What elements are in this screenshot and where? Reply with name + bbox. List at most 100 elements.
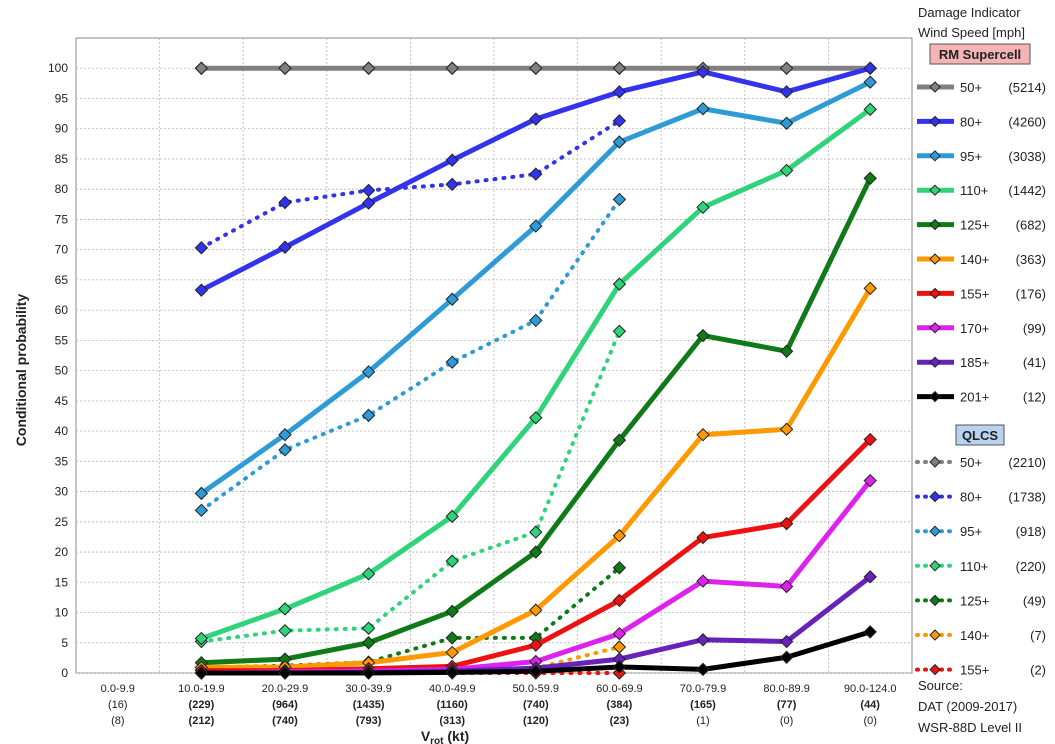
legend-swatch-marker	[929, 629, 941, 641]
y-tick-label-18: 90	[55, 122, 69, 136]
data-point-1	[194, 61, 209, 75]
data-point-7	[696, 200, 710, 215]
legend-item-count: (363)	[1016, 252, 1046, 267]
plot-series	[194, 61, 877, 680]
legend-item-name: 95+	[960, 524, 982, 539]
legend-swatch-marker	[929, 356, 941, 368]
legend-group-qlcs-box	[955, 424, 1005, 446]
series-supercell-80plus	[194, 61, 877, 297]
legend-swatch-marker	[929, 184, 941, 196]
data-point-9	[863, 75, 877, 89]
y-tick-label-0: 0	[61, 666, 68, 680]
y-tick-label-11: 55	[55, 333, 69, 347]
legend-item-qlcs-125plus: 125+ (49)	[915, 593, 1046, 608]
y-tick-label-14: 70	[55, 243, 69, 257]
legend-item-name: 50+	[960, 455, 982, 470]
qlcs-count-2: (740)	[272, 715, 298, 727]
y-tick-label-17: 85	[55, 152, 69, 166]
y-tick-label-4: 20	[55, 545, 69, 559]
data-point-8	[779, 516, 794, 531]
x-tick-label-4: 40.0-49.9	[429, 683, 475, 695]
data-point-2	[278, 195, 292, 210]
y-tick-label-6: 30	[55, 485, 69, 499]
legend-items: 50+ (5214) 80+ (4260) 95+ (3038) 110+ (1442) 125…	[915, 80, 1046, 678]
data-point-5	[529, 167, 543, 181]
legend-swatch-marker	[929, 560, 941, 572]
data-point-6	[612, 561, 627, 575]
legend-item-count: (41)	[1023, 355, 1046, 370]
supercell-count-7: (165)	[690, 699, 716, 711]
legend-item-supercell-170plus: 170+ (99)	[917, 321, 1046, 336]
data-point-3	[361, 365, 376, 379]
data-point-4	[445, 631, 459, 645]
data-point-6	[612, 85, 627, 99]
data-point-6	[612, 660, 627, 674]
data-point-9	[863, 432, 877, 447]
qlcs-count-6: (23)	[610, 715, 630, 727]
y-tick-label-8: 40	[55, 424, 69, 438]
data-point-9	[863, 171, 877, 186]
legend-item-name: 155+	[960, 286, 989, 301]
data-point-2	[278, 623, 292, 638]
legend-header-line1: Damage Indicator	[918, 5, 1021, 20]
data-point-9	[863, 473, 877, 488]
x-tick-label-8: 80.0-89.9	[763, 683, 809, 695]
data-point-4	[445, 355, 459, 369]
legend-swatch-marker	[929, 218, 941, 231]
data-point-4	[445, 645, 459, 660]
supercell-count-0: (16)	[108, 699, 128, 711]
series-supercell-50plus	[194, 61, 877, 75]
legend-item-count: (1442)	[1008, 183, 1046, 198]
legend-item-supercell-155plus: 155+ (176)	[917, 286, 1046, 301]
source-line1: Source:	[918, 678, 963, 693]
supercell-count-9: (44)	[860, 699, 880, 711]
supercell-count-5: (740)	[523, 699, 549, 711]
qlcs-count-1: (212)	[189, 715, 215, 727]
supercell-count-3: (1435)	[353, 699, 385, 711]
legend-swatch-marker	[929, 594, 941, 607]
legend-swatch-marker	[929, 150, 941, 162]
legend-item-name: 155+	[960, 663, 989, 678]
legend-item-name: 125+	[960, 593, 989, 608]
data-point-7	[696, 428, 710, 442]
data-point-3	[361, 567, 376, 581]
data-point-4	[445, 665, 459, 680]
data-point-8	[779, 634, 794, 649]
legend-item-count: (176)	[1016, 286, 1046, 301]
data-point-5	[529, 545, 543, 559]
data-point-7	[696, 65, 710, 79]
y-tick-label-5: 25	[55, 515, 69, 529]
legend-item-count: (2210)	[1008, 455, 1046, 470]
data-point-1	[194, 486, 209, 501]
qlcs-count-0: (8)	[111, 715, 124, 727]
x-axis-label: Vrot (kt)	[421, 728, 469, 744]
y-tick-label-1: 5	[61, 636, 68, 650]
qlcs-count-9: (0)	[863, 715, 876, 727]
data-point-5	[529, 525, 543, 539]
data-point-3	[361, 666, 376, 680]
data-point-4	[445, 292, 459, 306]
legend-item-name: 201+	[960, 390, 989, 405]
data-point-4	[445, 509, 459, 524]
x-tick-label-6: 60.0-69.9	[596, 683, 642, 695]
legend-item-name: 140+	[960, 252, 989, 267]
data-point-3	[361, 621, 376, 635]
series-supercell-95plus	[194, 75, 877, 501]
legend-item-count: (5214)	[1008, 80, 1046, 95]
x-axis-label-sub: rot	[430, 736, 444, 744]
data-point-5	[529, 664, 543, 678]
data-point-3	[361, 61, 376, 75]
data-point-9	[863, 61, 877, 75]
data-point-3	[361, 636, 376, 650]
series-supercell-125plus	[194, 171, 877, 670]
y-tick-label-2: 10	[55, 606, 69, 620]
data-point-7	[696, 328, 710, 343]
legend-item-count: (4260)	[1008, 114, 1046, 129]
legend: Damage Indicator Wind Speed [mph] RM Sup…	[915, 5, 1046, 735]
data-point-5	[529, 112, 543, 126]
y-tick-label-12: 60	[55, 303, 69, 317]
data-point-4	[445, 604, 459, 619]
legend-item-count: (682)	[1016, 218, 1046, 233]
legend-group-supercell-title: RM Supercell	[939, 47, 1021, 62]
